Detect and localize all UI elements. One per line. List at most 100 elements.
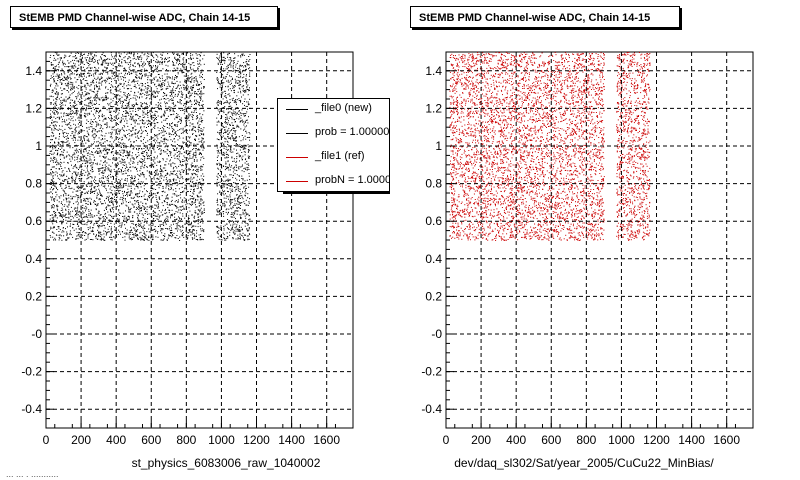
- data-point: [66, 144, 68, 146]
- data-point: [136, 184, 137, 186]
- data-point: [121, 161, 123, 163]
- data-point: [137, 178, 139, 180]
- data-point: [76, 211, 78, 213]
- data-point: [138, 97, 140, 99]
- data-point: [169, 203, 171, 205]
- data-point: [100, 64, 102, 66]
- data-point: [128, 183, 130, 185]
- data-point: [85, 93, 87, 95]
- data-point: [86, 152, 88, 154]
- data-point: [92, 134, 94, 136]
- data-point: [152, 65, 154, 67]
- data-point: [93, 119, 95, 120]
- data-point: [122, 155, 124, 157]
- data-point: [139, 236, 141, 238]
- data-point: [182, 226, 184, 228]
- data-point: [175, 166, 177, 167]
- data-point: [182, 63, 183, 65]
- data-point: [192, 229, 194, 231]
- data-point: [100, 217, 102, 219]
- data-point: [157, 231, 159, 233]
- data-point: [90, 96, 92, 98]
- data-point: [66, 155, 68, 157]
- data-point: [189, 155, 191, 157]
- data-point: [102, 167, 104, 169]
- data-point: [110, 201, 112, 203]
- data-point: [50, 54, 52, 56]
- data-point: [51, 179, 52, 181]
- data-point: [155, 104, 157, 106]
- data-point: [118, 90, 120, 92]
- data-point: [95, 109, 97, 111]
- data-point: [200, 76, 202, 78]
- data-point: [72, 111, 74, 113]
- data-point: [76, 109, 78, 111]
- data-point: [139, 232, 141, 234]
- data-point: [118, 100, 119, 102]
- data-point: [71, 137, 73, 139]
- data-point: [125, 118, 127, 120]
- data-point: [189, 223, 191, 225]
- data-point: [165, 161, 167, 163]
- data-point: [156, 107, 158, 108]
- data-point: [137, 237, 139, 239]
- data-point: [108, 219, 110, 221]
- data-point: [151, 239, 153, 241]
- data-point: [200, 209, 202, 211]
- data-point: [64, 119, 65, 121]
- data-point: [120, 147, 122, 148]
- data-point: [175, 179, 177, 181]
- data-point: [75, 207, 77, 209]
- data-point: [166, 143, 167, 145]
- data-point: [187, 93, 189, 94]
- data-point: [141, 119, 143, 121]
- data-point: [115, 194, 116, 196]
- data-point: [71, 131, 73, 133]
- data-point: [65, 77, 67, 79]
- data-point: [108, 149, 110, 151]
- data-point: [98, 170, 99, 172]
- data-point: [62, 93, 63, 95]
- data-point: [134, 66, 136, 68]
- data-point: [127, 152, 129, 154]
- data-point: [88, 210, 90, 212]
- data-point: [144, 113, 146, 115]
- data-point: [68, 209, 70, 211]
- data-point: [85, 76, 87, 78]
- data-point: [198, 201, 200, 203]
- data-point: [172, 162, 174, 164]
- data-point: [172, 140, 173, 142]
- data-point: [78, 149, 80, 150]
- data-point: [77, 202, 79, 204]
- data-point: [159, 198, 161, 200]
- data-point: [139, 205, 141, 207]
- data-point: [84, 163, 86, 164]
- data-point: [78, 218, 80, 220]
- data-point: [114, 159, 116, 161]
- data-point: [154, 226, 156, 227]
- data-point: [59, 144, 61, 146]
- data-point: [99, 88, 101, 90]
- data-point: [53, 129, 55, 131]
- data-point: [91, 164, 93, 166]
- data-point: [52, 178, 54, 179]
- data-point: [103, 236, 105, 238]
- data-point: [61, 154, 63, 156]
- data-point: [123, 67, 125, 69]
- data-point: [91, 104, 93, 106]
- data-point: [116, 95, 118, 97]
- data-point: [182, 137, 184, 139]
- data-point: [172, 63, 174, 65]
- data-point: [124, 74, 126, 76]
- data-point: [134, 175, 136, 177]
- data-point: [201, 186, 203, 188]
- data-point: [141, 226, 143, 228]
- data-point: [125, 217, 127, 219]
- data-point: [119, 224, 121, 226]
- data-point: [127, 57, 129, 59]
- data-point: [186, 102, 188, 104]
- data-point: [54, 161, 56, 163]
- data-point: [179, 218, 181, 220]
- data-point: [141, 57, 143, 59]
- data-point: [56, 52, 58, 54]
